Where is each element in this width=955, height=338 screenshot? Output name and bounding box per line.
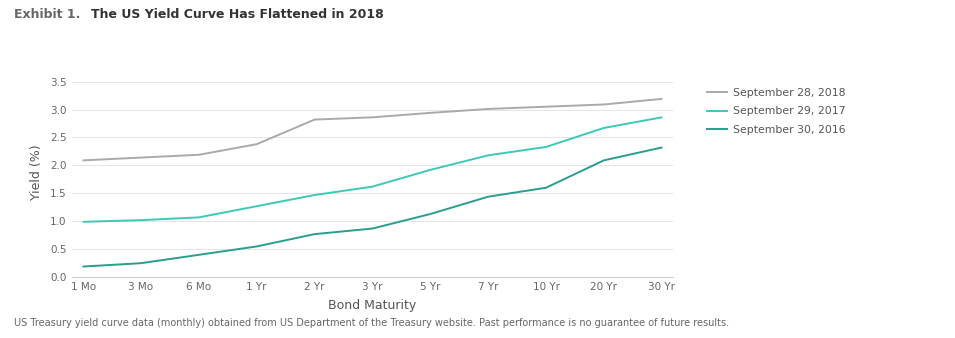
- Y-axis label: Yield (%): Yield (%): [31, 145, 43, 200]
- Text: Exhibit 1.: Exhibit 1.: [14, 8, 81, 21]
- X-axis label: Bond Maturity: Bond Maturity: [329, 299, 416, 312]
- Text: US Treasury yield curve data (monthly) obtained from US Department of the Treasu: US Treasury yield curve data (monthly) o…: [14, 318, 730, 328]
- Text: The US Yield Curve Has Flattened in 2018: The US Yield Curve Has Flattened in 2018: [91, 8, 384, 21]
- Legend: September 28, 2018, September 29, 2017, September 30, 2016: September 28, 2018, September 29, 2017, …: [703, 83, 850, 140]
